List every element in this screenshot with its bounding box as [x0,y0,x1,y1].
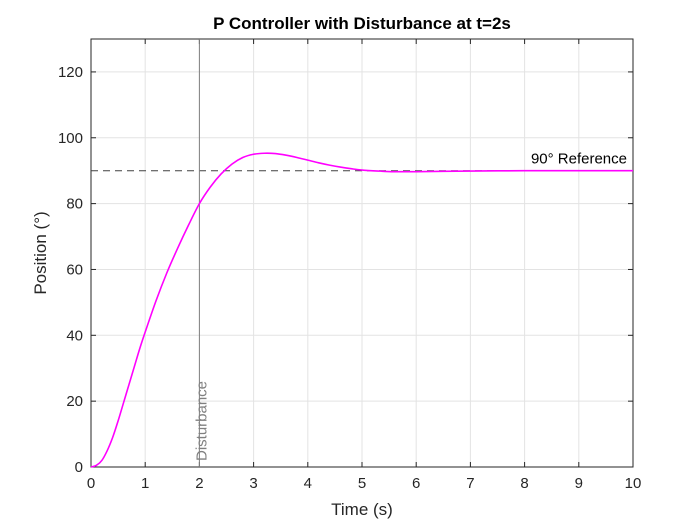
y-tick-label: 40 [66,327,83,344]
series-line [90,152,633,468]
disturbance-label: Disturbance [193,381,210,461]
reference-label: 90° Reference [531,151,627,168]
x-tick-label: 7 [466,475,474,492]
y-tick-label: 120 [58,64,83,81]
y-axis-label: Position (°) [31,211,50,294]
x-tick-label: 2 [195,475,203,492]
x-tick-label: 5 [358,475,366,492]
x-tick-label: 3 [249,475,257,492]
y-tick-label: 0 [75,459,83,476]
chart-title: P Controller with Disturbance at t=2s [213,14,511,33]
x-tick-label: 1 [141,475,149,492]
y-tick-label: 80 [66,196,83,213]
x-tick-label: 6 [412,475,420,492]
x-tick-label: 0 [87,475,95,492]
x-axis-label: Time (s) [331,500,393,519]
y-tick-label: 20 [66,393,83,410]
y-tick-label: 60 [66,261,83,278]
x-tick-label: 10 [625,475,642,492]
x-tick-label: 4 [304,475,312,492]
y-tick-label: 100 [58,130,83,147]
x-tick-label: 8 [520,475,528,492]
x-tick-label: 9 [575,475,583,492]
